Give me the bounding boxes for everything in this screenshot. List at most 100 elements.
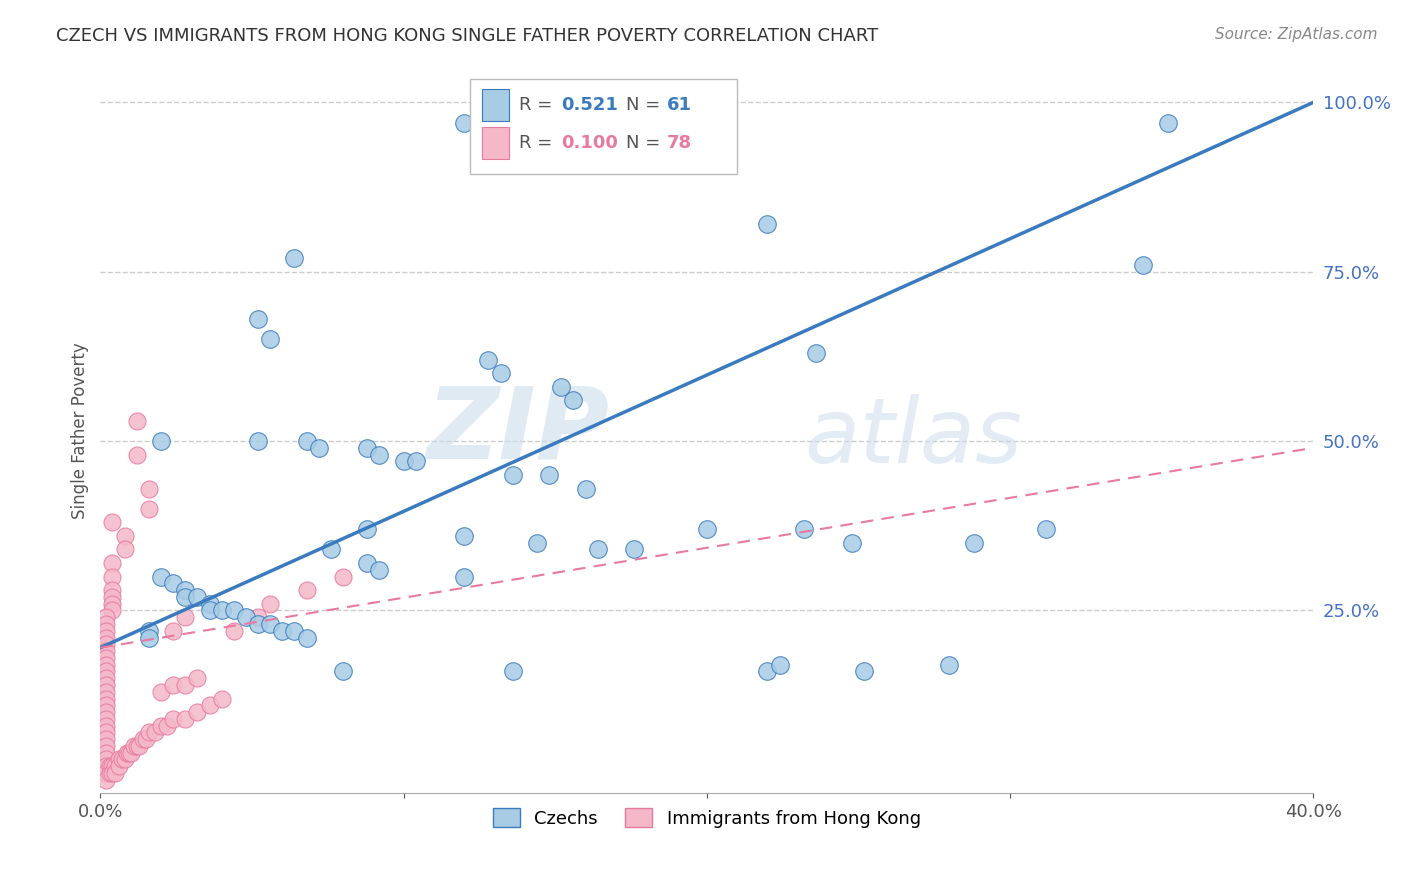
Text: N =: N = <box>626 134 665 152</box>
Point <box>104 766 127 780</box>
Point <box>793 522 815 536</box>
Point <box>96 752 118 766</box>
Point <box>101 759 124 773</box>
Point <box>259 333 281 347</box>
Point <box>489 367 512 381</box>
Point <box>259 617 281 632</box>
Point <box>104 759 127 773</box>
Point <box>96 671 118 685</box>
Point <box>96 766 118 780</box>
Point <box>477 352 499 367</box>
Point <box>125 414 148 428</box>
Point <box>550 380 572 394</box>
Point <box>295 631 318 645</box>
Point <box>101 583 124 598</box>
Point <box>96 684 118 698</box>
Point <box>853 665 876 679</box>
Point <box>513 116 536 130</box>
Point <box>107 752 129 766</box>
Point <box>96 698 118 713</box>
Point <box>938 657 960 672</box>
Point <box>963 535 986 549</box>
Text: R =: R = <box>519 96 558 114</box>
Point <box>96 610 118 624</box>
Point <box>453 569 475 583</box>
Point <box>101 556 124 570</box>
Point <box>125 448 148 462</box>
Point <box>96 665 118 679</box>
Point <box>96 732 118 747</box>
Point <box>356 556 378 570</box>
Point <box>101 766 124 780</box>
Point <box>98 759 121 773</box>
FancyBboxPatch shape <box>482 127 509 159</box>
Point <box>138 631 160 645</box>
Point <box>841 535 863 549</box>
Point <box>392 454 415 468</box>
Point <box>150 434 173 449</box>
Point <box>143 725 166 739</box>
Point <box>259 597 281 611</box>
Text: 0.521: 0.521 <box>561 96 619 114</box>
Point <box>1035 522 1057 536</box>
Point <box>96 746 118 760</box>
Point <box>174 712 197 726</box>
Point <box>756 665 779 679</box>
Point <box>114 752 136 766</box>
Point <box>235 610 257 624</box>
Y-axis label: Single Father Poverty: Single Father Poverty <box>72 343 89 519</box>
Point <box>526 535 548 549</box>
Point <box>101 597 124 611</box>
Point <box>162 576 184 591</box>
Point <box>96 631 118 645</box>
Point <box>138 725 160 739</box>
Point <box>356 522 378 536</box>
Point <box>756 217 779 231</box>
Point <box>222 624 245 638</box>
Point <box>174 590 197 604</box>
Text: atlas: atlas <box>804 394 1022 483</box>
Point <box>562 393 585 408</box>
Point <box>1132 258 1154 272</box>
Point <box>101 516 124 530</box>
Point <box>96 691 118 706</box>
Point <box>696 522 718 536</box>
Point <box>114 542 136 557</box>
Point <box>150 718 173 732</box>
Point <box>162 678 184 692</box>
Point <box>107 759 129 773</box>
Point <box>247 312 270 326</box>
Point <box>96 718 118 732</box>
Point <box>138 624 160 638</box>
Point <box>150 684 173 698</box>
Point <box>332 665 354 679</box>
Point <box>247 610 270 624</box>
Point <box>125 739 148 753</box>
Text: CZECH VS IMMIGRANTS FROM HONG KONG SINGLE FATHER POVERTY CORRELATION CHART: CZECH VS IMMIGRANTS FROM HONG KONG SINGL… <box>56 27 879 45</box>
Point <box>96 651 118 665</box>
Text: 0.100: 0.100 <box>561 134 619 152</box>
Point <box>368 563 391 577</box>
Point <box>96 624 118 638</box>
Point <box>586 542 609 557</box>
FancyBboxPatch shape <box>482 89 509 121</box>
Point <box>132 732 155 747</box>
Text: ZIP: ZIP <box>427 383 610 479</box>
Point <box>174 610 197 624</box>
Point <box>96 705 118 719</box>
Point <box>271 624 294 638</box>
Point <box>247 617 270 632</box>
Point <box>138 482 160 496</box>
Point <box>115 746 138 760</box>
Point <box>283 624 305 638</box>
Point <box>96 657 118 672</box>
Text: R =: R = <box>519 134 558 152</box>
Point <box>198 603 221 617</box>
Point <box>96 644 118 658</box>
Point <box>111 752 134 766</box>
Legend: Czechs, Immigrants from Hong Kong: Czechs, Immigrants from Hong Kong <box>485 801 928 835</box>
Point <box>319 542 342 557</box>
Point <box>198 698 221 713</box>
Point <box>283 251 305 265</box>
Point <box>247 434 270 449</box>
